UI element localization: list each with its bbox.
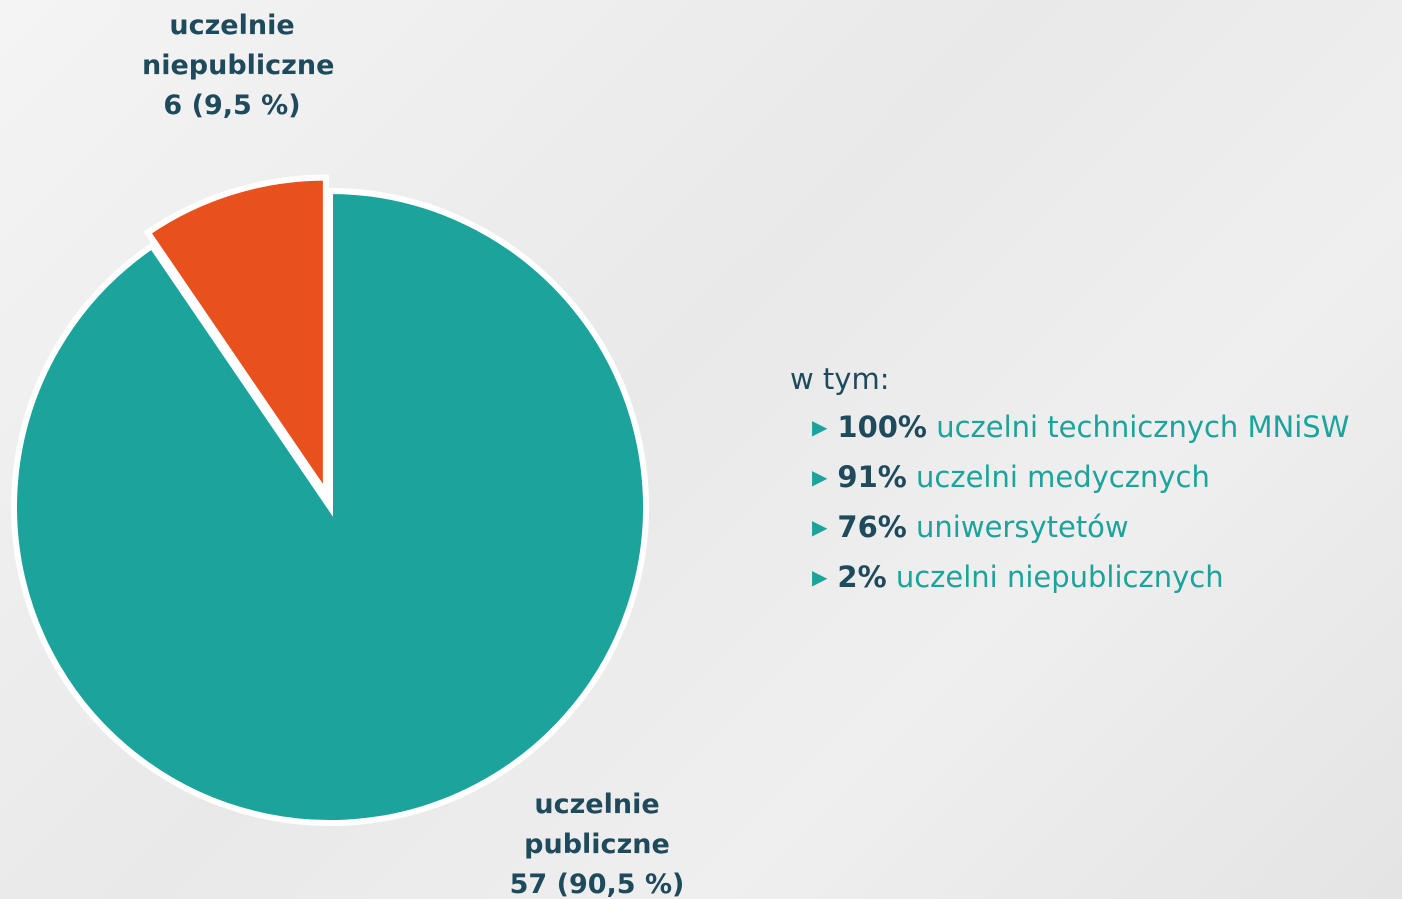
bullet: ▶ xyxy=(812,565,828,589)
item-text: uniwersytetów xyxy=(916,510,1129,544)
item-percent: 91% xyxy=(837,460,907,494)
bullet: ▶ xyxy=(812,415,828,439)
slice-value-label: 6 (9,5 %) xyxy=(163,90,301,121)
pie-slice xyxy=(11,187,649,826)
item-percent: 76% xyxy=(837,510,907,544)
item-percent: 100% xyxy=(837,410,927,444)
annotation-item: ▶ 91% uczelni medycznych xyxy=(812,460,1349,510)
slice-category: uczelnie publiczne xyxy=(524,789,670,860)
annotation-item: ▶ 100% uczelni technicznych MNiSW xyxy=(812,410,1349,460)
bullet: ▶ xyxy=(812,465,828,489)
slice-label: uczelnie niepubliczne 6 (9,5 %) xyxy=(102,6,362,126)
item-percent: 2% xyxy=(837,560,887,594)
item-text: uczelni medycznych xyxy=(916,460,1210,494)
item-text: uczelni technicznych MNiSW xyxy=(936,410,1350,444)
slice-value-label: 57 (90,5 %) xyxy=(509,869,685,899)
annotation-title: w tym: xyxy=(790,362,890,396)
item-text: uczelni niepublicznych xyxy=(895,560,1224,594)
slice-label: uczelnie publiczne 57 (90,5 %) xyxy=(467,785,727,899)
bullet: ▶ xyxy=(812,515,828,539)
annotation-item: ▶ 76% uniwersytetów xyxy=(812,510,1349,560)
slice-category: uczelnie niepubliczne xyxy=(142,10,335,81)
annotation-item: ▶ 2% uczelni niepublicznych xyxy=(812,560,1349,610)
annotation: w tym: ▶ 100% uczelni technicznych MNiSW ▶… xyxy=(790,362,1349,610)
pie-slice xyxy=(143,174,329,504)
